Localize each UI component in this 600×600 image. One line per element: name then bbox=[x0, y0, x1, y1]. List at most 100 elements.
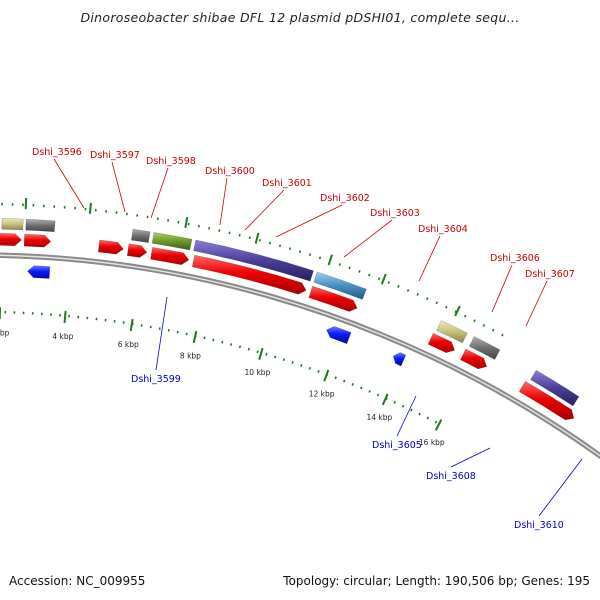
gene-label-forward[interactable]: Dshi_3597 bbox=[90, 150, 140, 161]
inner-ruler-dot bbox=[221, 340, 224, 344]
outer-ruler-dot bbox=[377, 277, 381, 281]
kbp-tick-label: 16 kbp bbox=[419, 438, 445, 447]
outer-ruler-dot bbox=[368, 273, 371, 277]
gene-arrow-forward[interactable] bbox=[126, 243, 148, 258]
gene-label-forward[interactable]: Dshi_3603 bbox=[370, 208, 420, 219]
gene-label-forward[interactable]: Dshi_3596 bbox=[32, 147, 82, 158]
gene-feature-dshi-3606[interactable] bbox=[436, 320, 468, 344]
leader-line bbox=[538, 458, 583, 517]
topology-stats-text: Topology: circular; Length: 190,506 bp; … bbox=[283, 574, 590, 588]
gene-label-reverse[interactable]: Dshi_3599 bbox=[131, 374, 181, 385]
outer-ruler-dot bbox=[445, 305, 448, 309]
inner-ruler-dot bbox=[351, 383, 354, 386]
gene-arrow-forward[interactable] bbox=[427, 332, 456, 354]
kbp-tick bbox=[129, 318, 134, 332]
inner-ruler-dot bbox=[230, 343, 233, 346]
inner-ruler-dot bbox=[265, 352, 268, 356]
gene-arrow-forward[interactable] bbox=[97, 239, 124, 255]
outer-ruler-dot bbox=[358, 270, 361, 273]
kbp-tick bbox=[192, 330, 198, 344]
outer-ruler-dot bbox=[416, 293, 419, 296]
backbone-highlight bbox=[0, 254, 600, 457]
outer-major-tick bbox=[254, 232, 260, 244]
gene-label-forward[interactable]: Dshi_3598 bbox=[146, 156, 196, 167]
outer-ruler-dot bbox=[278, 244, 282, 248]
gene-label-forward[interactable]: Dshi_3601 bbox=[262, 178, 312, 189]
outer-ruler-dot bbox=[473, 319, 476, 323]
outer-ruler-dot bbox=[454, 310, 457, 314]
gene-feature-dshi-3598-b[interactable] bbox=[25, 218, 56, 233]
inner-ruler-dot bbox=[282, 358, 285, 362]
inner-ruler-dot bbox=[343, 379, 346, 383]
gene-label-forward[interactable]: Dshi_3600 bbox=[205, 166, 255, 177]
gene-feature-dshi-3602[interactable] bbox=[193, 239, 314, 282]
inner-ruler-dot bbox=[376, 393, 380, 397]
inner-ruler-dot bbox=[410, 408, 413, 412]
gene-label-forward[interactable]: Dshi_3604 bbox=[418, 224, 468, 235]
inner-ruler-dot bbox=[308, 367, 312, 370]
outer-ruler-dot bbox=[228, 231, 231, 235]
outer-ruler-dot bbox=[308, 253, 312, 257]
leader-line bbox=[111, 161, 126, 213]
gene-arrow-reverse[interactable] bbox=[326, 326, 352, 345]
leader-line bbox=[53, 158, 85, 209]
gene-arrow-forward[interactable] bbox=[460, 348, 488, 370]
gene-arrow-forward[interactable] bbox=[308, 285, 358, 312]
outer-ruler-dot bbox=[258, 238, 261, 242]
outer-ruler-dot bbox=[482, 323, 486, 327]
leader-line bbox=[525, 280, 548, 327]
gene-arrow-forward[interactable] bbox=[23, 233, 52, 248]
outer-ruler-dot bbox=[491, 328, 495, 332]
inner-ruler-dot bbox=[212, 338, 215, 342]
gene-arrow-forward[interactable] bbox=[191, 254, 307, 295]
outer-ruler-dot bbox=[406, 288, 410, 292]
gene-label-reverse[interactable]: Dshi_3605 bbox=[372, 440, 422, 451]
gene-label-reverse[interactable]: Dshi_3610 bbox=[514, 520, 564, 531]
gene-feature-dshi-3601[interactable] bbox=[151, 232, 193, 251]
outer-ruler-dot bbox=[426, 297, 429, 301]
inner-ruler-dot bbox=[300, 364, 303, 367]
outer-ruler-dot bbox=[268, 241, 272, 245]
gene-arrow-forward[interactable] bbox=[0, 232, 22, 247]
inner-ruler-dot bbox=[291, 361, 294, 364]
gene-label-forward[interactable]: Dshi_3606 bbox=[490, 253, 540, 264]
outer-ruler-dot bbox=[318, 256, 322, 260]
gene-label-reverse[interactable]: Dshi_3608 bbox=[426, 471, 476, 482]
kbp-tick bbox=[434, 419, 443, 431]
gene-arrow-forward[interactable] bbox=[150, 247, 190, 266]
gene-label-forward[interactable]: Dshi_3607 bbox=[525, 269, 575, 280]
outer-ruler-dot bbox=[218, 229, 221, 232]
inner-ruler-dot bbox=[247, 347, 250, 351]
leader-line bbox=[155, 296, 168, 371]
outer-ruler-dot bbox=[298, 250, 302, 254]
kbp-tick-label: 2 kbp bbox=[0, 328, 10, 337]
gene-feature-dshi-3604[interactable] bbox=[313, 271, 367, 300]
inner-ruler-dot bbox=[360, 386, 363, 390]
inner-ruler-dot bbox=[418, 412, 421, 416]
outer-major-tick bbox=[454, 305, 461, 317]
gene-arrow-forward[interactable] bbox=[518, 380, 575, 421]
leader-line bbox=[396, 395, 417, 437]
gene-feature-dshi-3609[interactable] bbox=[530, 369, 580, 407]
inner-ruler-dot bbox=[203, 336, 206, 340]
plasmid-backbone bbox=[0, 252, 600, 460]
gene-feature-dshi-3598-a[interactable] bbox=[1, 218, 24, 231]
kbp-tick bbox=[63, 310, 67, 323]
gene-arrow-reverse[interactable] bbox=[27, 265, 51, 279]
gene-feature-dshi-3600[interactable] bbox=[131, 228, 151, 243]
gene-arrow-reverse[interactable] bbox=[392, 352, 407, 367]
outer-major-tick bbox=[88, 202, 92, 214]
outer-ruler-dot bbox=[248, 236, 251, 240]
outer-ruler-dot bbox=[435, 301, 439, 305]
gene-feature-dshi-3607[interactable] bbox=[468, 336, 501, 360]
map-title: Dinoroseobacter shibae DFL 12 plasmid pD… bbox=[80, 10, 520, 25]
kbp-tick bbox=[323, 369, 330, 382]
gene-label-forward[interactable]: Dshi_3602 bbox=[320, 193, 370, 204]
outer-ruler-dot bbox=[397, 285, 400, 288]
inner-ruler-dot bbox=[401, 404, 405, 408]
leader-line bbox=[418, 235, 441, 282]
outer-ruler-dot bbox=[501, 333, 504, 337]
outer-ruler-dot bbox=[288, 247, 292, 251]
kbp-tick bbox=[381, 393, 389, 406]
